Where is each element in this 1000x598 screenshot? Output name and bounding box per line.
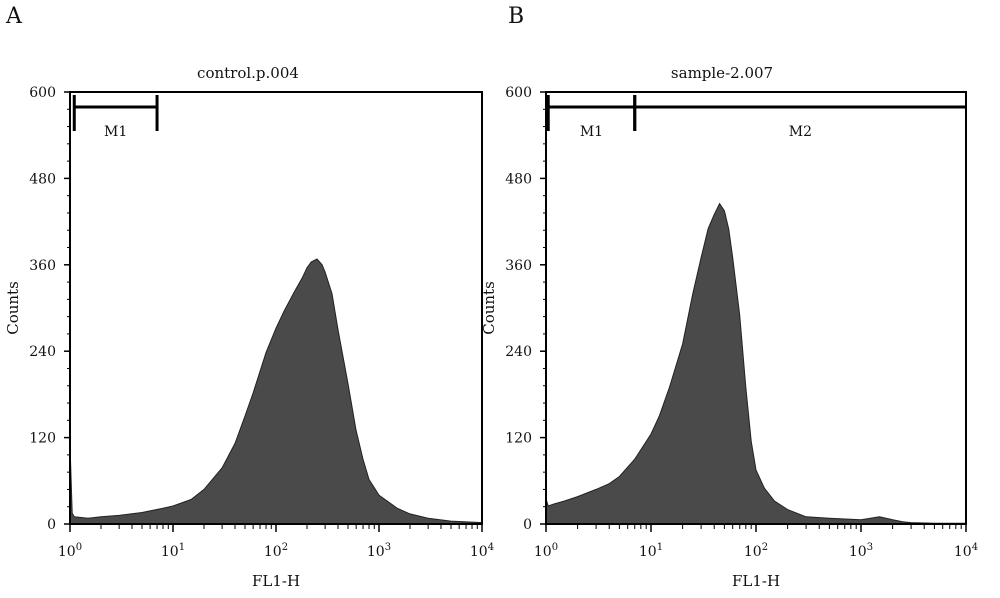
panel-b-letter: B (508, 4, 525, 29)
histogram-area-series-0 (545, 202, 967, 525)
chart-title: sample-2.007 (671, 64, 773, 82)
y-tick-label: 360 (505, 258, 532, 274)
y-tick-label: 600 (505, 85, 532, 101)
marker-label-m1: M1 (580, 124, 603, 140)
plot-frame (545, 91, 967, 525)
x-tick-exponent: 0 (76, 542, 82, 553)
x-axis-label: FL1-H (252, 572, 300, 590)
y-axis-label: Counts (480, 281, 498, 335)
marker-label-m1: M1 (104, 124, 127, 140)
y-tick-label: 600 (29, 85, 56, 101)
y-tick-label: 0 (523, 517, 532, 533)
x-axis-label: FL1-H (732, 572, 780, 590)
y-tick-label: 480 (505, 171, 532, 187)
x-tick-label: 101 (639, 542, 663, 560)
y-tick-label: 120 (505, 431, 532, 447)
x-tick-exponent: 4 (488, 542, 494, 553)
chart-title: control.p.004 (197, 64, 299, 82)
x-tick-exponent: 1 (179, 542, 185, 553)
y-tick-label: 240 (505, 344, 532, 360)
x-tick-label: 104 (470, 542, 494, 560)
x-tick-label: 104 (954, 542, 978, 560)
y-tick-label: 360 (29, 258, 56, 274)
x-tick-exponent: 0 (552, 542, 558, 553)
x-tick-label: 103 (367, 542, 391, 560)
y-tick-label: 120 (29, 431, 56, 447)
x-tick-exponent: 3 (867, 542, 873, 553)
x-tick-label: 100 (534, 542, 558, 560)
y-tick-label: 0 (47, 517, 56, 533)
x-tick-label: 103 (849, 542, 873, 560)
x-tick-exponent: 2 (762, 542, 768, 553)
marker-label-m2: M2 (789, 124, 812, 140)
x-tick-label: 102 (264, 542, 288, 560)
y-tick-label: 240 (29, 344, 56, 360)
panel-a-letter: A (6, 4, 22, 29)
histogram-area-series-0 (69, 258, 483, 525)
x-tick-exponent: 2 (282, 542, 288, 553)
y-tick-label: 480 (29, 171, 56, 187)
x-tick-label: 100 (58, 542, 82, 560)
x-tick-exponent: 3 (385, 542, 391, 553)
y-axis-label: Counts (4, 281, 22, 335)
x-tick-label: 102 (744, 542, 768, 560)
x-tick-exponent: 4 (972, 542, 978, 553)
x-tick-exponent: 1 (657, 542, 663, 553)
x-tick-label: 101 (161, 542, 185, 560)
